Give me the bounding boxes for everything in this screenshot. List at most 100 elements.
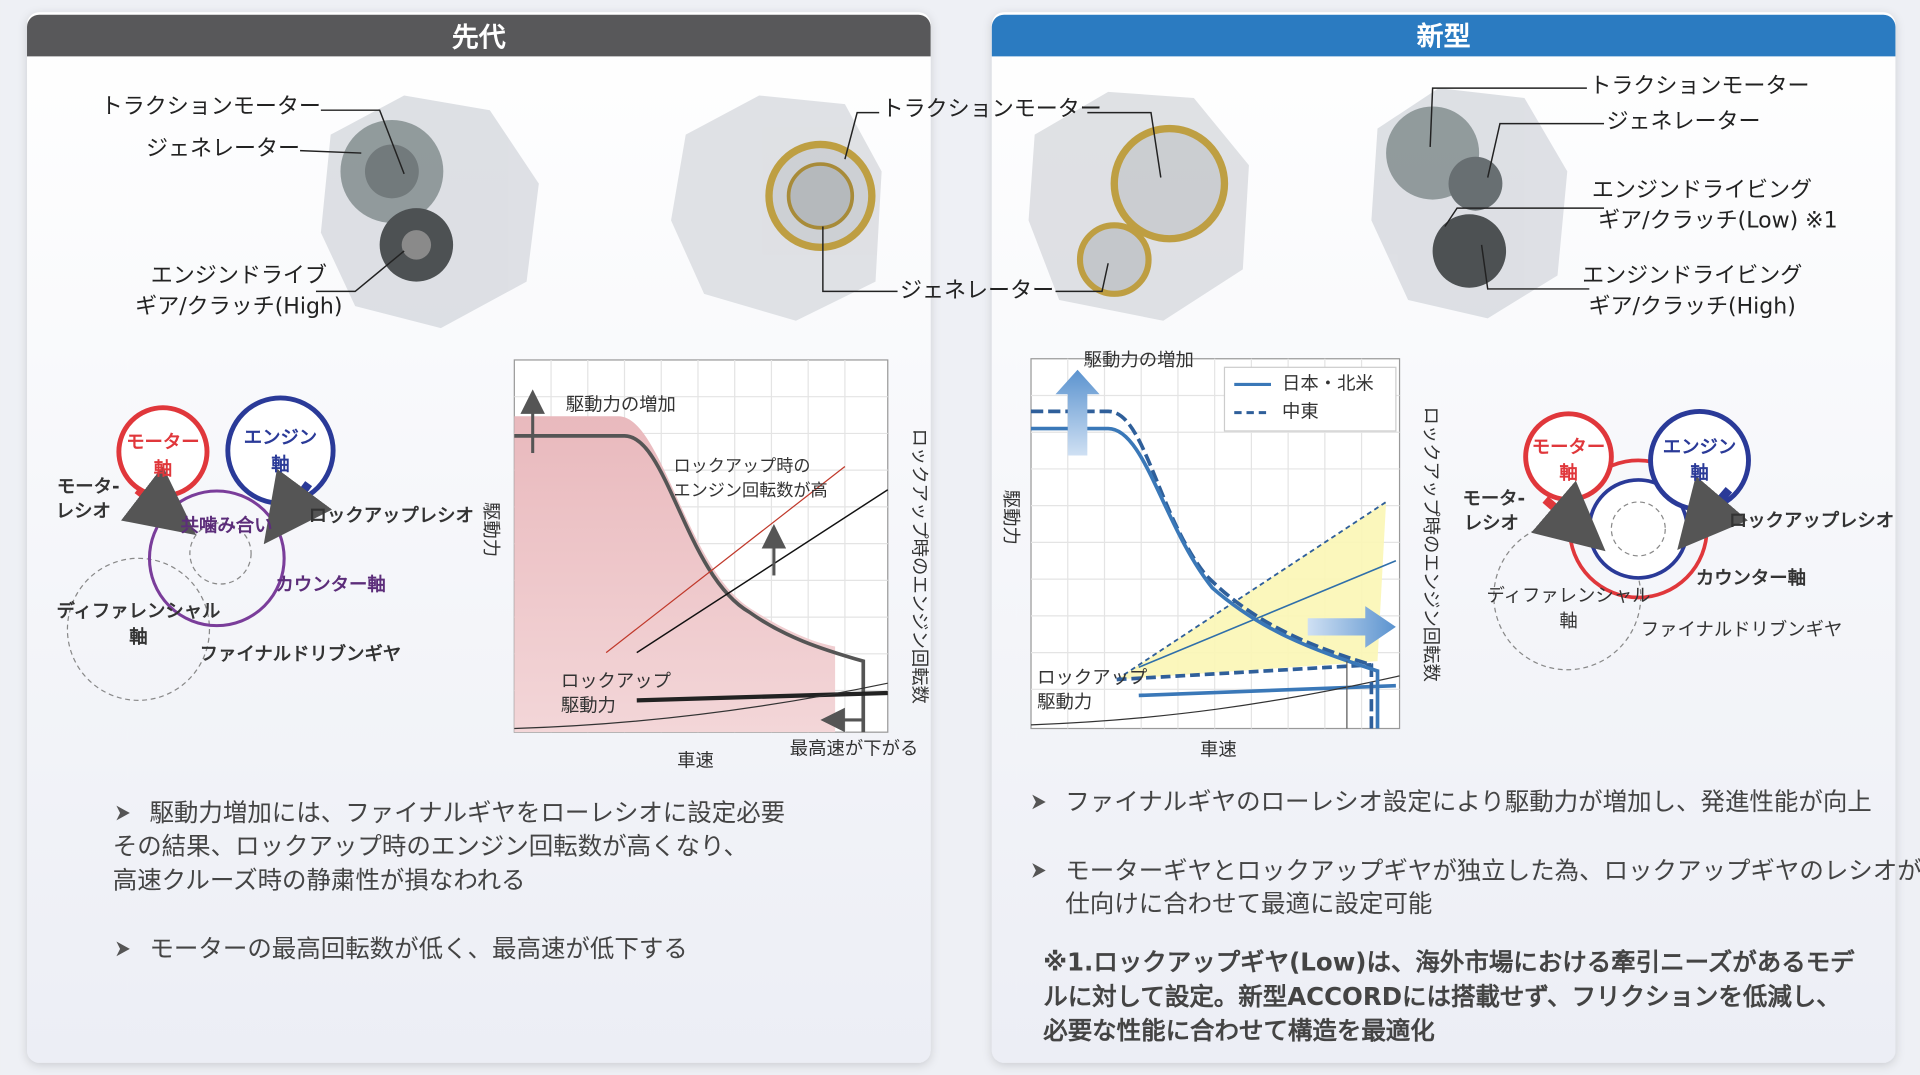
- callout-label: ギア/クラッチ(Low) ※1: [1598, 209, 1838, 234]
- graphic: [514, 682, 888, 730]
- leader-line: [1429, 87, 1587, 147]
- gear-label: ファイナルドリブンギヤ: [200, 643, 402, 665]
- graphic: [1138, 560, 1397, 669]
- graphic: [225, 395, 336, 506]
- gear-label: ディファレンシャル: [1487, 585, 1651, 606]
- graphic: [364, 144, 419, 199]
- panel-title: 新型: [1417, 20, 1471, 52]
- concept-graph: [1030, 358, 1401, 730]
- gear-label: 軸: [129, 626, 147, 648]
- leader-line: [1486, 122, 1605, 178]
- gear-label: 軸: [1690, 462, 1708, 484]
- axis-label: 車速: [1200, 740, 1237, 761]
- axis-label: 駆動力: [480, 502, 501, 557]
- gear-label: カウンター軸: [1696, 567, 1806, 589]
- unit-photo: [1028, 91, 1249, 321]
- gear-label: レシオ: [1464, 513, 1519, 534]
- graph-label: 駆動力: [561, 695, 616, 716]
- callout-label: ギア/クラッチ(High): [1589, 294, 1796, 319]
- graphic: [1110, 124, 1229, 243]
- graphic: [1223, 366, 1397, 432]
- gear-label: エンジン: [244, 427, 317, 448]
- bullet-text: ファイナルギヤのローレシオ設定により駆動力が増加し、発進性能が向上: [1065, 787, 1872, 816]
- graph-label: ロックアップ時の: [673, 456, 810, 476]
- gear-label: ロックアップレシオ: [309, 505, 474, 527]
- axis-label: 車速: [677, 751, 714, 772]
- graphic: [1448, 156, 1503, 211]
- callout-label: ジェネレーター: [1606, 109, 1760, 134]
- graphic: [1116, 501, 1387, 681]
- graphic: [1030, 675, 1400, 726]
- graph-label: 駆動力: [1037, 692, 1092, 713]
- unit-photo: [320, 95, 539, 329]
- gear-label: 軸: [1559, 611, 1577, 632]
- graphic: [1307, 606, 1396, 648]
- leader-line: [1087, 111, 1162, 178]
- graph-label: 駆動力の増加: [1084, 350, 1194, 371]
- gear-label: ロックアップレシオ: [1729, 510, 1894, 532]
- footnote: ルに対して設定。新型ACCORDには搭載せず、フリクションを低減し、: [1043, 982, 1840, 1011]
- footnote: ※1.ロックアップギヤ(Low)は、海外市場における牽引ニーズがあるモデ: [1043, 948, 1855, 977]
- bullet-text: 仕向けに合わせて最適に設定可能: [1065, 889, 1432, 918]
- graphic: [401, 230, 432, 260]
- graphic: [514, 434, 866, 733]
- bullet-text: 高速クルーズ時の静粛性が損なわれる: [113, 866, 526, 895]
- gear-label: モーター: [126, 432, 199, 453]
- gear-label: レシオ: [56, 501, 111, 522]
- axis-label: ロックアップ時のエンジン回転数: [1420, 406, 1441, 681]
- unit-photo: [671, 95, 882, 321]
- leader-line: [844, 111, 880, 160]
- graphic: [263, 468, 333, 545]
- graph-label: 最高速が下がる: [790, 738, 919, 759]
- gear-label: モータ-: [57, 476, 120, 497]
- graph-label: エンジン回転数が高: [673, 481, 827, 501]
- leader-line: [315, 250, 405, 293]
- bullet-marker: [1032, 794, 1046, 810]
- axis-label: 駆動力: [1000, 490, 1021, 545]
- legend-label: 日本・北米: [1282, 373, 1374, 394]
- bullet-marker: [116, 805, 130, 821]
- gear-label: モータ-: [1462, 489, 1525, 510]
- bullet-marker: [116, 941, 130, 957]
- leader-line: [822, 226, 898, 293]
- gear-label: 軸: [271, 453, 289, 475]
- callout-label: ギア/クラッチ(High): [135, 294, 342, 319]
- graphic: [1031, 426, 1380, 729]
- graph-label: 駆動力の増加: [566, 394, 676, 415]
- header-bar: [27, 14, 931, 57]
- graphic: [1116, 663, 1372, 682]
- gear-label: 軸: [154, 458, 172, 480]
- axis-label: ロックアップ時のエンジン回転数: [908, 429, 929, 704]
- gear-label: ファイナルドリブンギヤ: [1641, 619, 1843, 641]
- bullet-text: モーターの最高回転数が低く、最高速が低下する: [149, 934, 687, 963]
- bullet-text: 駆動力増加には、ファイナルギヤをローレシオに設定必要: [149, 798, 785, 827]
- callout-label: ジェネレーター: [146, 136, 300, 161]
- bullet-text: その結果、ロックアップ時のエンジン回転数が高くなり、: [113, 831, 748, 860]
- concept-graph: [513, 359, 889, 733]
- gear-label: エンジン: [1663, 437, 1736, 458]
- leader-line: [320, 109, 405, 175]
- graphic: [189, 522, 252, 585]
- gear-label: モーター: [1532, 437, 1605, 458]
- graphic: [1531, 480, 1606, 552]
- bullet-text: モーターギヤとロックアップギヤが独立した為、ロックアップギヤのレシオが: [1065, 856, 1920, 885]
- gear-label: カウンター軸: [276, 573, 386, 595]
- graphic: [636, 489, 889, 654]
- graphic: [1055, 369, 1100, 456]
- callout-label: エンジンドライビング: [1592, 178, 1812, 203]
- callout-label: エンジンドライブ: [151, 264, 327, 289]
- graphic: [66, 557, 211, 701]
- graphic: [1138, 683, 1396, 698]
- header-bar: [991, 14, 1896, 57]
- graphic: [786, 162, 855, 230]
- graphic: [1432, 214, 1507, 288]
- graphic: [1677, 475, 1748, 551]
- graphic: [1610, 501, 1666, 557]
- legend-label: 中東: [1282, 402, 1319, 423]
- footnote: 必要な性能に合わせて構造を最適化: [1043, 1016, 1435, 1045]
- gear-diagram: [1493, 408, 1751, 671]
- panel-title: 先代: [452, 23, 506, 54]
- gear-label: ディファレンシャル: [56, 600, 220, 622]
